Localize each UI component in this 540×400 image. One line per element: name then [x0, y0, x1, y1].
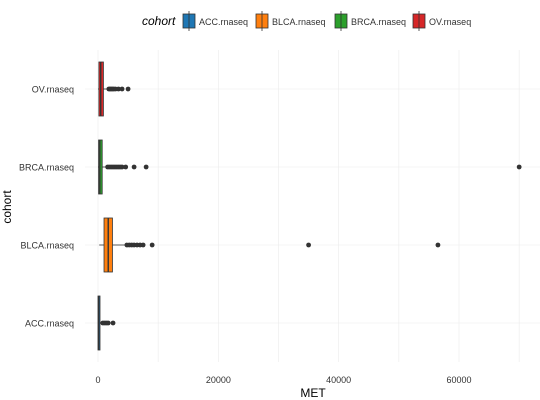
y-tick-label: BLCA.rnaseq [20, 241, 74, 251]
box-OV.rnaseq [98, 61, 131, 117]
y-tick-label: OV.rnaseq [32, 85, 74, 95]
y-tick-label: BRCA.rnaseq [19, 163, 74, 173]
outlier-point [123, 164, 129, 170]
outlier-point [105, 320, 111, 326]
y-tick-label: ACC.rnaseq [25, 319, 74, 329]
outlier-point [149, 242, 155, 248]
legend-label: OV.rnaseq [429, 17, 471, 27]
legend-label: BRCA.rnaseq [351, 17, 406, 27]
outlier-point [116, 86, 121, 92]
outlier-point [119, 86, 125, 92]
outlier-point [435, 242, 441, 248]
legend-label: BLCA.rnaseq [272, 17, 326, 27]
box-ACC.rnaseq [97, 295, 116, 351]
outlier-point [119, 164, 125, 170]
legend-title: cohort [142, 14, 176, 28]
outlier-point [125, 86, 131, 92]
y-axis-tick-labels: ACC.rnaseq BLCA.rnaseq BRCA.rnaseq OV.rnase… [19, 85, 74, 329]
outlier-point [516, 164, 522, 170]
x-tick-label: 20000 [206, 375, 231, 385]
y-axis-label: cohort [0, 190, 14, 224]
legend-label: ACC.rnaseq [199, 17, 248, 27]
legend-item-ACC.rnaseq: ACC.rnaseq [182, 11, 248, 31]
legend-item-OV.rnaseq: OV.rnaseq [412, 11, 471, 31]
x-axis-tick-labels: 0 20000 40000 60000 [95, 375, 471, 385]
x-axis-label: MET [300, 386, 326, 400]
box-BLCA.rnaseq [99, 217, 441, 273]
x-tick-label: 0 [95, 375, 100, 385]
box-BRCA.rnaseq [98, 139, 522, 195]
outlier-point [306, 242, 311, 248]
grid-lines [85, 50, 540, 362]
plot-area [97, 61, 522, 351]
x-tick-label: 40000 [326, 375, 351, 385]
legend-item-BRCA.rnaseq: BRCA.rnaseq [334, 11, 406, 31]
outlier-point [143, 164, 149, 170]
outlier-point [110, 320, 116, 326]
outlier-point [131, 164, 137, 170]
legend: cohort ACC.rnaseq BLCA.rnaseq BRCA.rnaseq O… [142, 11, 471, 31]
legend-item-BLCA.rnaseq: BLCA.rnaseq [255, 11, 326, 31]
outlier-point [140, 242, 146, 248]
x-tick-label: 60000 [446, 375, 471, 385]
